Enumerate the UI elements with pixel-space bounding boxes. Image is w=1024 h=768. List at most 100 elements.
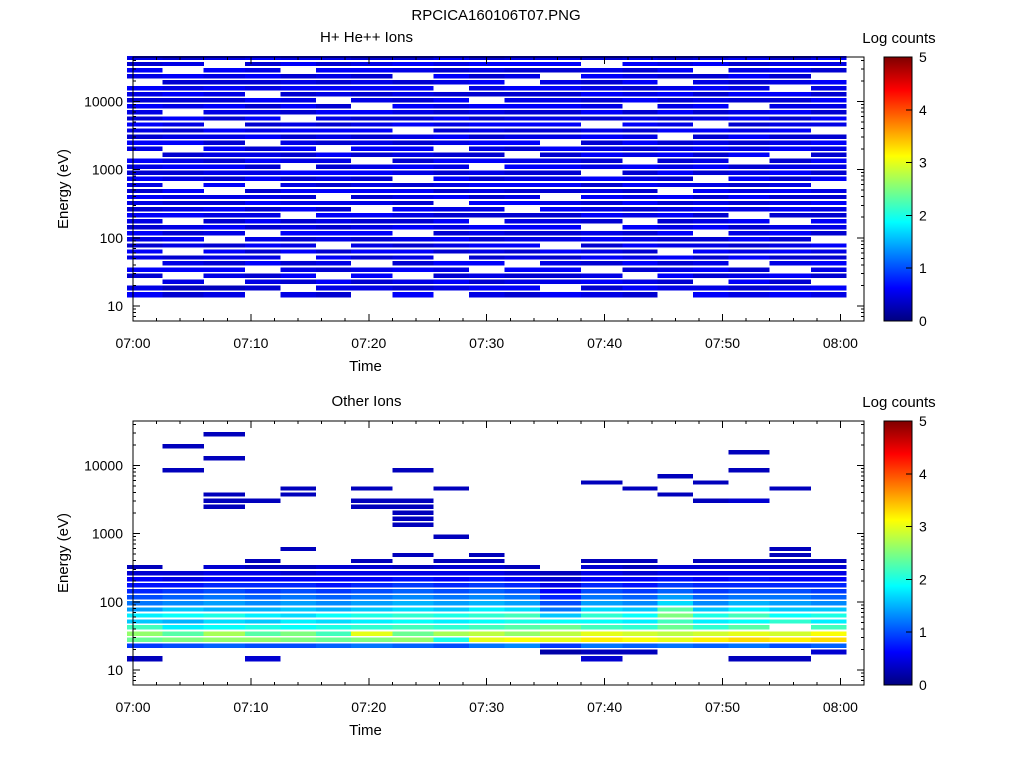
heatmap-cell	[539, 158, 582, 163]
heatmap-cell	[203, 146, 246, 151]
heatmap-cell	[315, 73, 352, 79]
heatmap-cell	[392, 607, 434, 612]
heatmap-cell	[810, 219, 847, 224]
heatmap-cell	[504, 164, 540, 169]
heatmap-cell	[127, 637, 163, 642]
heatmap-cell	[392, 564, 434, 570]
heatmap-cell	[622, 267, 658, 272]
y-tick-label: 10	[107, 298, 123, 314]
heatmap-cell	[657, 67, 694, 73]
heatmap-cell	[693, 255, 729, 260]
heatmap-cell	[162, 194, 204, 200]
heatmap-cell	[657, 583, 694, 588]
heatmap-cell	[315, 225, 352, 230]
heatmap-cell	[769, 255, 811, 260]
heatmap-cell	[810, 146, 847, 151]
heatmap-cell	[769, 237, 811, 242]
heatmap-cell	[469, 292, 505, 298]
heatmap-cell	[469, 564, 505, 570]
heatmap-cell	[622, 194, 658, 200]
heatmap-cell	[728, 625, 770, 630]
heatmap-cell	[315, 188, 352, 194]
heatmap-cell	[728, 613, 770, 618]
heatmap-cell	[581, 80, 623, 85]
heatmap-cell	[539, 576, 582, 582]
heatmap-cell	[245, 61, 281, 67]
heatmap-cell	[693, 73, 729, 79]
heatmap-cell	[392, 637, 434, 642]
heatmap-cell	[769, 613, 811, 618]
heatmap-cell	[504, 182, 540, 188]
heatmap-cell	[392, 206, 434, 212]
heatmap-cell	[581, 292, 623, 298]
heatmap-cell	[539, 583, 582, 588]
heatmap-cell	[622, 649, 658, 655]
heatmap-cell	[693, 625, 729, 630]
heatmap-cell	[693, 607, 729, 612]
heatmap-cell	[657, 601, 694, 606]
heatmap-cell	[315, 176, 352, 182]
heatmap-cell	[315, 206, 352, 212]
heatmap-cell	[127, 570, 163, 576]
x-tick-label: 07:00	[115, 335, 150, 351]
heatmap-cell	[693, 285, 729, 291]
heatmap-cell	[245, 564, 281, 570]
heatmap-cell	[127, 146, 163, 151]
heatmap-cell	[203, 576, 246, 582]
heatmap-cell	[769, 128, 811, 133]
heatmap-cell	[693, 261, 729, 266]
heatmap-cell	[315, 170, 352, 176]
heatmap-cell	[392, 267, 434, 272]
heatmap-cell	[351, 498, 393, 503]
heatmap-cell	[280, 243, 316, 248]
heatmap-cell	[469, 558, 505, 564]
heatmap-cell	[127, 182, 163, 188]
heatmap-cell	[622, 170, 658, 176]
heatmap-cell	[769, 110, 811, 115]
heatmap-cell	[769, 67, 811, 73]
heatmap-cell	[581, 152, 623, 157]
heatmap-cell	[392, 595, 434, 600]
heatmap-cell	[245, 122, 281, 127]
heatmap-cell	[728, 637, 770, 642]
heatmap-cell	[392, 583, 434, 588]
heatmap-cell	[162, 643, 204, 648]
heatmap-cell	[657, 564, 694, 570]
heatmap-cell	[162, 80, 204, 85]
heatmap-cell	[693, 152, 729, 157]
heatmap-cell	[203, 431, 246, 437]
heatmap-cell	[581, 285, 623, 291]
heatmap-cell	[127, 255, 163, 260]
heatmap-cell	[162, 225, 204, 230]
heatmap-cell	[162, 607, 204, 612]
heatmap-cell	[433, 67, 470, 73]
heatmap-cell	[728, 564, 770, 570]
heatmap-cell	[581, 158, 623, 163]
heatmap-cell	[622, 200, 658, 206]
heatmap-cell	[315, 267, 352, 272]
heatmap-cell	[315, 237, 352, 242]
heatmap-cell	[203, 267, 246, 272]
heatmap-cell	[315, 134, 352, 139]
heatmap-cell	[693, 146, 729, 151]
heatmap-cell	[622, 625, 658, 630]
heatmap-cell	[162, 164, 204, 169]
heatmap-cell	[127, 595, 163, 600]
y-axis-label: Energy (eV)	[55, 149, 72, 229]
heatmap-cell	[392, 249, 434, 254]
heatmap-cell	[469, 86, 505, 91]
heatmap-cell	[127, 158, 163, 163]
heatmap-cell	[351, 116, 393, 121]
heatmap-cell	[657, 158, 694, 163]
heatmap-cell	[504, 237, 540, 242]
heatmap-cell	[657, 212, 694, 218]
heatmap-cell	[392, 152, 434, 157]
heatmap-cell	[581, 237, 623, 242]
heatmap-cell	[622, 206, 658, 212]
y-axis: 10 100 1000 10000	[84, 423, 864, 686]
heatmap-cell	[351, 73, 393, 79]
heatmap-cell	[581, 182, 623, 188]
heatmap-cell	[469, 583, 505, 588]
heatmap-cell	[728, 206, 770, 212]
heatmap-cell	[351, 212, 393, 218]
